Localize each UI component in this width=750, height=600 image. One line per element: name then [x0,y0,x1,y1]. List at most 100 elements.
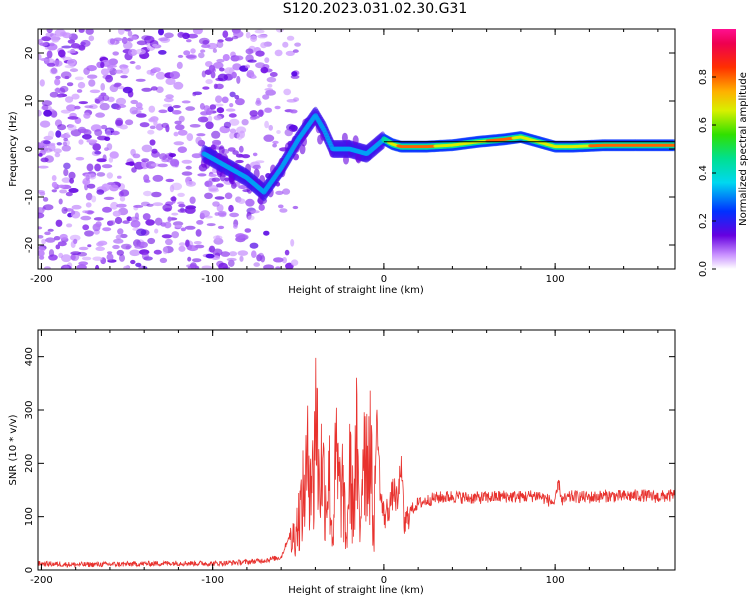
noise-blob [159,153,168,160]
noise-blob [66,82,74,87]
noise-blob [228,259,235,267]
spectrogram-ytick-label: 20 [24,47,35,60]
noise-blob [177,129,188,136]
noise-blob [196,133,206,137]
snr-ytick-label: 0 [24,567,35,573]
noise-blob [63,265,70,269]
noise-blob [293,97,300,102]
noise-blob [226,257,237,262]
spectrogram-ytick-label: 10 [24,95,35,108]
noise-blob [292,49,299,53]
noise-blob [216,107,225,114]
noise-blob [118,29,125,35]
noise-blob [122,220,130,224]
noise-blob [69,68,79,73]
noise-blob [136,228,147,236]
noise-blob [49,91,59,98]
noise-blob [201,70,207,78]
noise-blob [206,107,213,116]
noise-blob [223,121,231,129]
noise-blob [221,96,229,104]
noise-blob [83,134,91,141]
noise-blob [42,204,54,211]
noise-blob [120,233,128,239]
noise-blob [151,148,158,154]
noise-blob [149,125,156,130]
noise-blob [268,124,274,131]
noise-blob [178,203,186,208]
noise-blob [47,228,54,232]
noise-blob [94,150,102,155]
noise-blob [59,233,68,240]
noise-blob [108,157,114,163]
noise-blob [174,160,180,168]
noise-blob [158,50,167,55]
noise-blob [74,76,84,81]
noise-blob [55,219,63,227]
noise-blob [62,32,72,39]
noise-blob [178,115,185,123]
noise-blob [171,231,179,239]
noise-blob [131,110,142,115]
noise-blob [130,99,138,105]
noise-blob [178,242,186,247]
snr-ytick-label: 200 [24,454,35,473]
noise-blob [185,165,192,170]
noise-blob [184,206,196,214]
noise-blob [141,87,153,92]
noise-blob [51,189,57,193]
noise-blob [249,110,258,117]
noise-blob [119,124,128,130]
noise-blob [116,249,125,256]
spectrogram-xtick-label: -100 [201,274,224,285]
noise-blob [234,55,244,61]
noise-blob [69,234,81,242]
noise-blob [127,30,133,37]
spectrogram-ytick-label: 0 [24,146,35,152]
noise-blob [82,180,89,185]
noise-blob [282,257,287,264]
noise-blob [70,251,82,256]
noise-blob [165,124,170,133]
noise-blob [177,54,184,58]
noise-blob [252,152,258,157]
noise-blob [208,173,217,177]
noise-blob [225,108,236,112]
noise-blob [78,139,84,145]
noise-blob [93,217,104,221]
noise-blob [146,203,154,207]
noise-blob [166,158,173,163]
noise-blob [260,42,267,49]
noise-blob [236,132,243,140]
noise-blob [87,244,92,248]
noise-blob [82,210,89,214]
noise-blob [102,94,110,102]
noise-blob [38,207,45,214]
noise-blob [78,128,89,134]
noise-blob [51,181,58,188]
noise-blob [187,245,199,252]
noise-blob [282,41,289,48]
noise-blob [78,246,89,251]
noise-blob [41,238,46,245]
noise-blob [169,71,181,80]
noise-blob [149,139,156,146]
noise-blob [76,89,83,93]
noise-blob [38,190,45,194]
noise-blob [135,102,143,109]
noise-blob [214,103,224,107]
noise-blob [105,74,113,83]
noise-blob [215,95,223,103]
spectrogram-xlabel: Height of straight line (km) [288,285,424,296]
noise-blob [125,161,135,166]
noise-blob [222,30,229,38]
noise-blob [198,52,205,59]
noise-blob [263,134,275,142]
noise-blob [173,81,184,90]
spectrogram-ytick-label: -10 [24,189,35,205]
noise-blob [38,226,43,230]
noise-blob [145,219,155,226]
noise-blob [181,171,193,176]
noise-blob [112,244,120,250]
noise-blob [100,124,108,130]
